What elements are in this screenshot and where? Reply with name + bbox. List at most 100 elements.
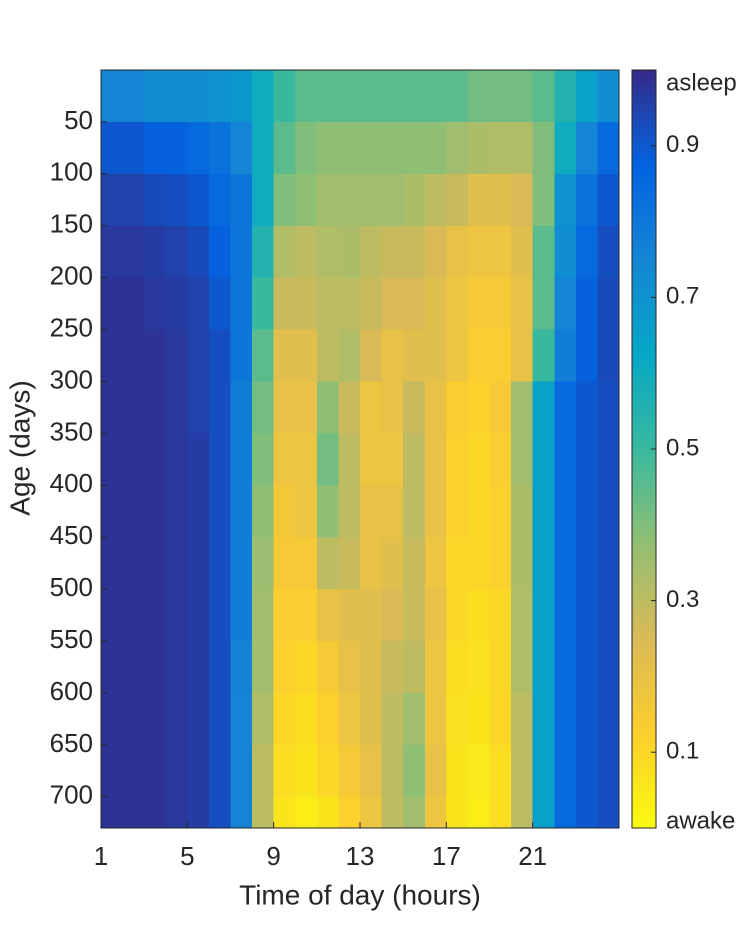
heatmap-cell xyxy=(575,693,598,746)
heatmap-cell xyxy=(165,537,188,590)
heatmap-cell xyxy=(381,537,404,590)
heatmap-cell xyxy=(424,589,447,642)
heatmap-cell xyxy=(403,589,426,642)
heatmap-cell xyxy=(554,693,577,746)
heatmap-cell xyxy=(273,173,296,227)
heatmap-cell xyxy=(597,796,620,829)
heatmap-cell xyxy=(489,537,512,590)
heatmap-cell xyxy=(446,693,469,746)
heatmap-cell xyxy=(597,70,620,123)
heatmap-cell xyxy=(338,277,361,331)
heatmap-cell xyxy=(360,589,383,642)
heatmap-cell xyxy=(230,121,253,175)
heatmap-cell xyxy=(144,744,167,798)
heatmap-cell xyxy=(489,744,512,798)
heatmap-cell xyxy=(597,537,620,590)
heatmap-cell xyxy=(532,121,555,175)
heatmap-cell xyxy=(554,173,577,227)
heatmap-cell xyxy=(532,744,555,798)
heatmap-cell xyxy=(360,796,383,829)
heatmap-cell xyxy=(467,225,490,279)
heatmap-cell xyxy=(575,329,598,383)
heatmap-cell xyxy=(122,744,145,798)
heatmap-cell xyxy=(575,173,598,227)
heatmap-cell xyxy=(532,329,555,383)
heatmap-cell xyxy=(208,433,231,486)
heatmap-cell xyxy=(252,796,275,829)
heatmap-cell xyxy=(144,277,167,331)
heatmap-cell xyxy=(144,173,167,227)
heatmap-cell xyxy=(446,433,469,486)
heatmap-cell xyxy=(575,744,598,798)
colorbar-tick-label: 0.9 xyxy=(666,131,699,158)
heatmap-cell xyxy=(575,381,598,434)
heatmap-cell xyxy=(252,641,275,694)
heatmap-cell xyxy=(381,277,404,331)
y-tick-label: 50 xyxy=(64,105,93,135)
heatmap-cell xyxy=(511,70,534,123)
heatmap-cell xyxy=(101,329,124,383)
heatmap-cell xyxy=(381,381,404,434)
heatmap-cell xyxy=(338,641,361,694)
heatmap-cell xyxy=(338,70,361,123)
heatmap-cell xyxy=(597,381,620,434)
heatmap-cell xyxy=(316,744,339,798)
heatmap-cell xyxy=(144,433,167,486)
heatmap-cell xyxy=(273,225,296,279)
heatmap-cell xyxy=(532,641,555,694)
heatmap-cell xyxy=(446,121,469,175)
heatmap-cell xyxy=(122,173,145,227)
heatmap-cell xyxy=(360,121,383,175)
heatmap-cell xyxy=(101,121,124,175)
heatmap-cell xyxy=(467,121,490,175)
heatmap-cell xyxy=(381,796,404,829)
heatmap-cell xyxy=(554,433,577,486)
heatmap-cell xyxy=(554,537,577,590)
heatmap-cell xyxy=(424,225,447,279)
x-tick-label: 21 xyxy=(518,841,547,871)
heatmap-cell xyxy=(187,225,210,279)
heatmap-cell xyxy=(467,537,490,590)
heatmap-cell xyxy=(489,433,512,486)
heatmap-cell xyxy=(446,589,469,642)
heatmap-cell xyxy=(165,796,188,829)
heatmap-cell xyxy=(230,485,253,538)
heatmap-cell xyxy=(187,433,210,486)
heatmap-cell xyxy=(467,173,490,227)
heatmap-cell xyxy=(511,121,534,175)
heatmap-cell xyxy=(165,485,188,538)
heatmap-cell xyxy=(403,225,426,279)
heatmap-cell xyxy=(252,70,275,123)
heatmap-cell xyxy=(165,173,188,227)
heatmap-cell xyxy=(424,173,447,227)
heatmap-cell xyxy=(597,277,620,331)
heatmap-cell xyxy=(575,225,598,279)
heatmap-cell xyxy=(446,381,469,434)
heatmap-cell xyxy=(532,537,555,590)
heatmap-cell xyxy=(597,485,620,538)
heatmap-cell xyxy=(338,121,361,175)
heatmap-cell xyxy=(187,796,210,829)
heatmap-cell xyxy=(122,381,145,434)
heatmap-cell xyxy=(295,641,318,694)
x-axis-label: Time of day (hours) xyxy=(239,879,481,910)
heatmap-cell xyxy=(295,70,318,123)
heatmap-cell xyxy=(273,589,296,642)
y-tick-label: 400 xyxy=(50,468,93,498)
heatmap-cell xyxy=(187,329,210,383)
heatmap-cell xyxy=(165,641,188,694)
heatmap-cell xyxy=(424,537,447,590)
y-tick-label: 700 xyxy=(50,780,93,810)
heatmap-cell xyxy=(316,796,339,829)
heatmap-cell xyxy=(597,433,620,486)
heatmap-cell xyxy=(446,744,469,798)
heatmap-cell xyxy=(424,329,447,383)
x-tick-label: 17 xyxy=(432,841,461,871)
heatmap-cell xyxy=(575,485,598,538)
heatmap-cell xyxy=(230,537,253,590)
heatmap-cell xyxy=(554,641,577,694)
heatmap-cell xyxy=(381,641,404,694)
heatmap-cell xyxy=(360,329,383,383)
heatmap-cell xyxy=(252,173,275,227)
heatmap-cell xyxy=(403,173,426,227)
